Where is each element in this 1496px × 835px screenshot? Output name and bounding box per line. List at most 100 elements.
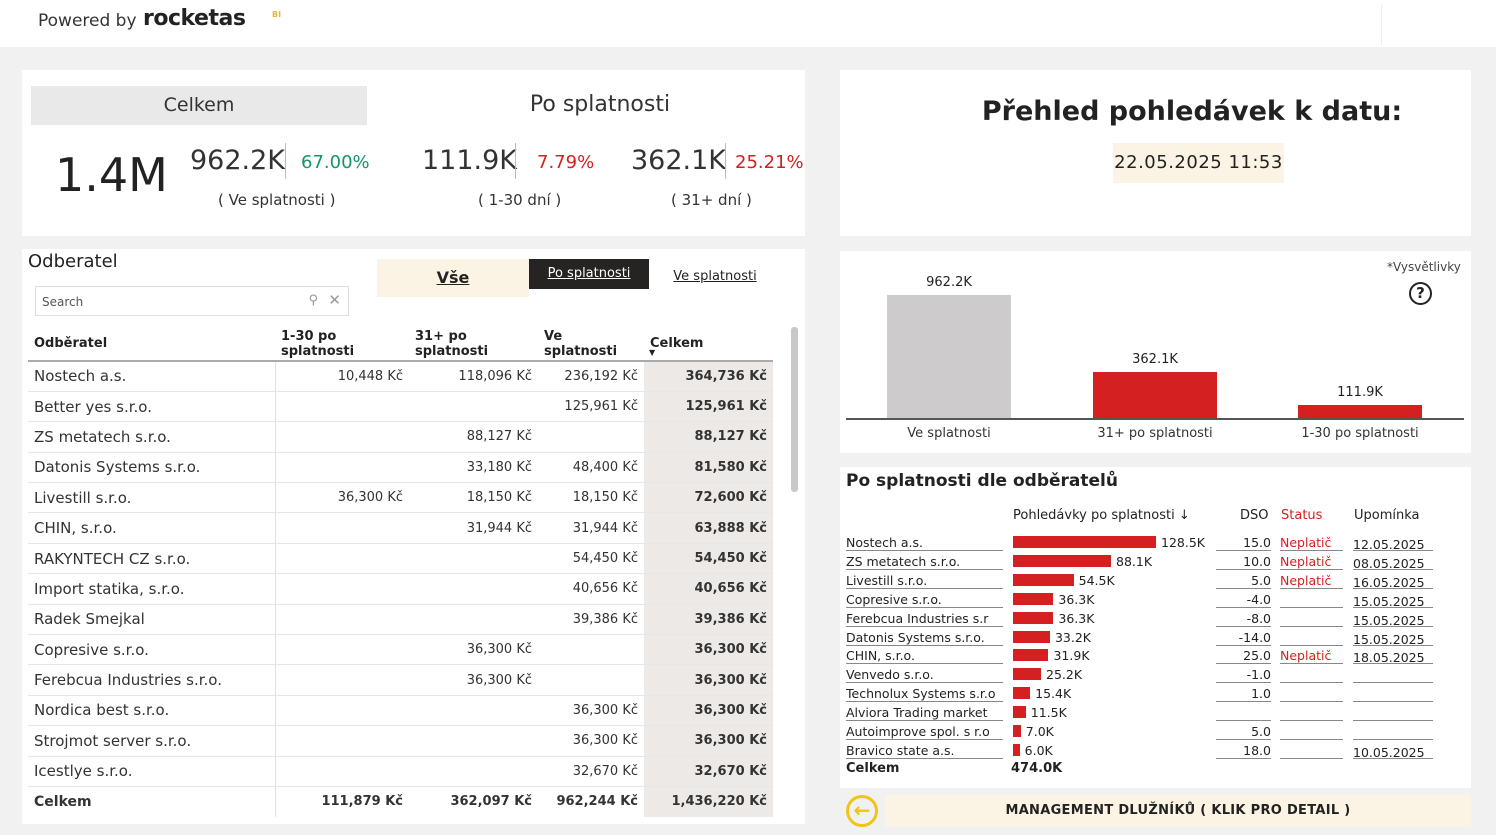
overdue-total-label: Celkem — [846, 761, 900, 776]
kpi-separator — [515, 143, 516, 179]
kpi-separator — [285, 143, 286, 179]
overdue-bar — [1013, 668, 1042, 681]
overdue-bar-label: 128.5K — [1161, 535, 1205, 550]
overdue-bar-label: 6.0K — [1024, 742, 1053, 758]
overdue-row[interactable]: Datonis Systems s.r.o. 33.2K -14.0 15.05.20… — [846, 630, 1436, 649]
overdue-row[interactable]: Alviora Trading market 11.5K — [846, 705, 1436, 724]
column-header[interactable]: 1-30 po splatnosti — [275, 327, 409, 362]
total-cell: 36,300 Kč — [644, 634, 773, 666]
overdue-row[interactable]: Ferebcua Industries s.r 36.3K -8.0 15.05.20… — [846, 611, 1436, 630]
overdue-row[interactable]: Technolux Systems s.r.o 15.4K 1.0 — [846, 686, 1436, 705]
customer-name-cell: CHIN, s.r.o. — [28, 512, 276, 544]
kpi-1-30-value: 111.9K — [422, 145, 518, 176]
close-icon[interactable]: ✕ — [328, 291, 341, 309]
column-header[interactable]: Upomínka — [1354, 508, 1420, 523]
table-row[interactable]: Nordica best s.r.o. 36,300 Kč 36,300 Kč — [28, 695, 773, 727]
dso-cell: 15.0 — [1216, 535, 1271, 551]
overdue-row[interactable]: Bravico state a.s. 6.0K 18.0 10.05.2025 — [846, 743, 1436, 762]
back-arrow-icon[interactable]: ← — [846, 795, 878, 827]
table-row[interactable]: Radek Smejkal 39,386 Kč 39,386 Kč — [28, 604, 773, 636]
table-row[interactable]: Livestill s.r.o. 36,300 Kč 18,150 Kč 18,150… — [28, 482, 773, 514]
tab-vse[interactable]: Vše — [377, 259, 529, 297]
amount-cell — [275, 634, 409, 666]
amount-cell: 10,448 Kč — [275, 361, 409, 392]
reminder-cell: 16.05.2025 — [1353, 573, 1433, 590]
status-cell: Neplatič — [1280, 554, 1343, 570]
overdue-row[interactable]: CHIN, s.r.o. 31.9K 25.0 Neplatič 18.05.2025 — [846, 648, 1436, 667]
table-row[interactable]: Datonis Systems s.r.o. 33,180 Kč 48,400 Kč… — [28, 452, 773, 484]
total-cell: 40,656 Kč — [644, 573, 773, 605]
kpi-31-sub: ( 31+ dní ) — [671, 191, 752, 209]
bar-2[interactable] — [1298, 404, 1422, 419]
management-debtors-button[interactable]: MANAGEMENT DLUŽNÍKŮ ( KLIK PRO DETAIL ) — [885, 795, 1471, 827]
table-title: Odberatel — [28, 251, 118, 272]
kpi-ve-splatnosti-pct: 67.00% — [301, 152, 370, 173]
sort-desc-icon: ▼ — [649, 348, 656, 357]
search-input[interactable]: Search ⚲ ✕ — [35, 286, 349, 316]
customer-name-cell: Livestill s.r.o. — [28, 482, 276, 514]
tab-po-splatnosti[interactable]: Po splatnosti — [529, 259, 649, 289]
column-header[interactable]: DSO — [1240, 508, 1269, 523]
customer-name-cell: Icestlye s.r.o. — [28, 756, 276, 787]
bar-0[interactable] — [887, 295, 1011, 419]
table-row[interactable]: Copresive s.r.o. 36,300 Kč 36,300 Kč — [28, 634, 773, 666]
table-row[interactable]: Import statika, s.r.o. 40,656 Kč 40,656 Kč — [28, 573, 773, 605]
amount-cell — [409, 543, 538, 575]
dso-cell — [1216, 705, 1271, 722]
overdue-row[interactable]: Nostech a.s. 128.5K 15.0 Neplatič 12.05.2025 — [846, 535, 1436, 554]
reminder-cell — [1353, 667, 1433, 684]
overdue-bar-label: 25.2K — [1046, 667, 1083, 683]
table-row[interactable]: Nostech a.s. 10,448 Kč 118,096 Kč 236,192 K… — [28, 361, 773, 392]
search-icon[interactable]: ⚲ — [308, 293, 318, 308]
kpi-celkem-header: Celkem — [31, 86, 367, 125]
overdue-bar — [1013, 725, 1021, 737]
table-row[interactable]: CHIN, s.r.o. 31,944 Kč 31,944 Kč 63,888 Kč — [28, 512, 773, 544]
table-row[interactable]: ZS metatech s.r.o. 88,127 Kč 88,127 Kč — [28, 421, 773, 453]
column-header[interactable]: Pohledávky po splatnosti ↓ — [1013, 508, 1190, 523]
reminder-cell — [1353, 724, 1433, 740]
legend-note[interactable]: *Vysvětlivky — [1387, 260, 1461, 274]
overdue-row[interactable]: Copresive s.r.o. 36.3K -4.0 15.05.2025 — [846, 592, 1436, 611]
table-row[interactable]: Strojmot server s.r.o. 36,300 Kč 36,300 Kč — [28, 725, 773, 757]
overdue-by-customer-title: Po splatnosti dle odběratelů — [846, 471, 1118, 491]
overdue-customer-name: ZS metatech s.r.o. — [846, 554, 1003, 570]
overdue-row[interactable]: Autoimprove spol. s r.o 7.0K 5.0 — [846, 724, 1436, 743]
kpi-31-value: 362.1K — [631, 145, 727, 176]
table-row[interactable]: RAKYNTECH CZ s.r.o. 54,450 Kč 54,450 Kč — [28, 543, 773, 575]
bar-1[interactable] — [1093, 372, 1217, 419]
amount-cell — [538, 421, 644, 453]
dso-cell: 10.0 — [1216, 554, 1271, 570]
dso-cell: -4.0 — [1216, 592, 1271, 608]
top-bar: Powered by rocketas BI — [0, 0, 1496, 47]
total-cell: 39,386 Kč — [644, 604, 773, 636]
column-header[interactable]: Odběratel — [28, 327, 275, 362]
chart-baseline — [846, 418, 1464, 420]
amount-cell: 39,386 Kč — [538, 604, 644, 636]
overdue-bar-label: 33.2K — [1054, 629, 1091, 645]
status-cell: Neplatič — [1280, 573, 1343, 589]
table-row[interactable]: Ferebcua Industries s.r.o. 36,300 Kč 36,30… — [28, 664, 773, 696]
bar-category-label: Ve splatnosti — [907, 426, 991, 441]
dso-cell: -1.0 — [1216, 667, 1271, 684]
total-cell: 63,888 Kč — [644, 512, 773, 544]
help-icon[interactable]: ? — [1409, 282, 1432, 305]
column-header[interactable]: Ve splatnosti — [538, 327, 644, 362]
overdue-row[interactable]: Venvedo s.r.o. 25.2K -1.0 — [846, 667, 1436, 686]
overdue-row[interactable]: ZS metatech s.r.o. 88.1K 10.0 Neplatič 08.05… — [846, 554, 1436, 573]
table-scrollbar[interactable] — [791, 327, 798, 492]
table-row[interactable]: Icestlye s.r.o. 32,670 Kč 32,670 Kč — [28, 756, 773, 787]
customer-name-cell: Nordica best s.r.o. — [28, 695, 276, 727]
amount-cell: 18,150 Kč — [538, 482, 644, 514]
overdue-row[interactable]: Livestill s.r.o. 54.5K 5.0 Neplatič 16.05.20… — [846, 573, 1436, 592]
column-header[interactable]: Status — [1281, 508, 1323, 523]
tab-ve-splatnosti[interactable]: Ve splatnosti — [673, 269, 757, 284]
column-header[interactable]: Celkem — [644, 327, 773, 362]
amount-cell: 36,300 Kč — [275, 482, 409, 514]
total-cell: 81,580 Kč — [644, 452, 773, 484]
overdue-bar-label: 15.4K — [1035, 686, 1072, 702]
reminder-cell — [1353, 686, 1433, 703]
customer-name-cell: Copresive s.r.o. — [28, 634, 276, 666]
table-row[interactable]: Better yes s.r.o. 125,961 Kč 125,961 Kč — [28, 391, 773, 423]
amount-cell — [409, 695, 538, 727]
column-header[interactable]: 31+ po splatnosti — [409, 327, 538, 362]
